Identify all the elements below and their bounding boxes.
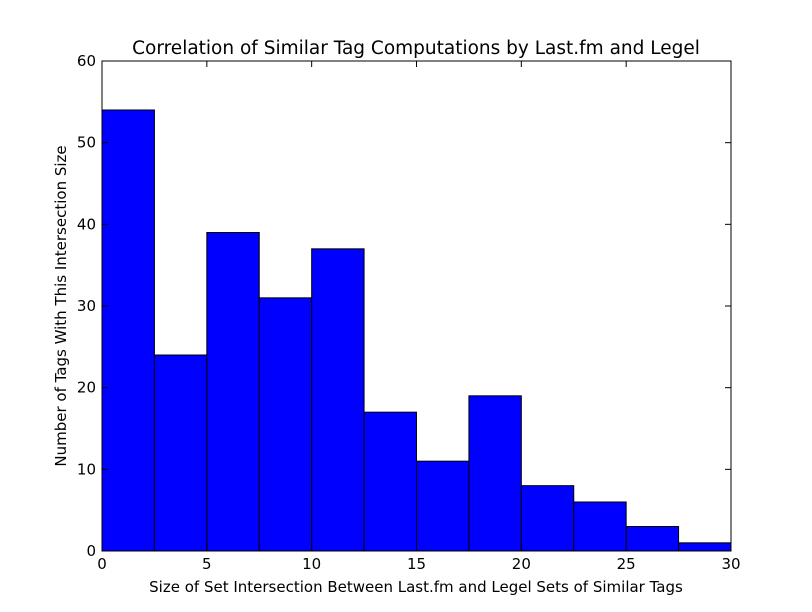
histogram-bar <box>625 526 680 552</box>
y-tick-label: 30 <box>77 297 96 315</box>
y-tick-label: 40 <box>77 215 96 233</box>
histogram-bar <box>678 542 732 552</box>
x-tick-label: 0 <box>97 555 107 573</box>
y-tick-label: 20 <box>77 379 96 397</box>
histogram-bar <box>573 501 627 552</box>
histogram-bar <box>153 354 208 552</box>
histogram-bar <box>416 460 470 552</box>
histogram-bar <box>468 395 522 552</box>
histogram-bar <box>258 297 313 552</box>
y-axis-label: Number of Tags With This Intersection Si… <box>52 145 70 466</box>
ticks-group: 0 5 10 15 20 25 30 0 10 20 30 40 50 60 <box>77 52 741 573</box>
y-tick-label: 50 <box>77 134 96 152</box>
histogram-bar <box>206 232 260 552</box>
plot-frame <box>101 60 732 552</box>
x-tick-label: 10 <box>302 555 321 573</box>
histogram-bar <box>311 248 365 552</box>
y-tick-label: 0 <box>86 542 96 560</box>
bars-group <box>101 109 732 552</box>
x-tick-label: 20 <box>512 555 531 573</box>
x-tick-label: 25 <box>617 555 636 573</box>
y-tick-label: 10 <box>77 460 96 478</box>
x-axis-label: Size of Set Intersection Between Last.fm… <box>149 578 683 596</box>
histogram-bar <box>363 411 418 552</box>
histogram-bar <box>101 109 155 552</box>
x-tick-label: 30 <box>721 555 740 573</box>
x-tick-label: 15 <box>407 555 426 573</box>
chart-title: Correlation of Similar Tag Computations … <box>132 38 700 59</box>
y-tick-label: 60 <box>77 52 96 70</box>
histogram-bar <box>520 485 575 552</box>
x-tick-label: 5 <box>202 555 212 573</box>
